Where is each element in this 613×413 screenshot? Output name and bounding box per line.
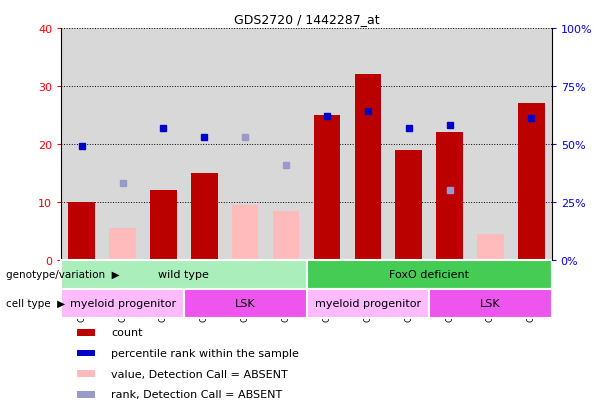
Bar	[61, 29, 102, 260]
Text: FoxO deficient: FoxO deficient	[389, 270, 469, 280]
Bar	[388, 29, 429, 260]
Text: LSK: LSK	[480, 299, 501, 309]
Bar	[77, 391, 95, 398]
Bar	[306, 260, 552, 289]
Bar	[77, 350, 95, 356]
Bar	[225, 29, 265, 260]
Bar	[143, 29, 184, 260]
Bar	[69, 202, 95, 260]
Bar	[150, 191, 177, 260]
Bar	[436, 133, 463, 260]
Text: wild type: wild type	[159, 270, 209, 280]
Text: count: count	[111, 328, 143, 337]
Bar	[395, 150, 422, 260]
Bar	[102, 29, 143, 260]
Text: value, Detection Call = ABSENT: value, Detection Call = ABSENT	[111, 369, 288, 379]
Text: genotype/variation  ▶: genotype/variation ▶	[6, 270, 120, 280]
Bar	[109, 228, 136, 260]
Bar	[184, 29, 225, 260]
Bar	[429, 289, 552, 318]
Bar	[273, 211, 299, 260]
Bar	[314, 116, 340, 260]
Bar	[77, 329, 95, 336]
Bar	[77, 370, 95, 377]
Bar	[306, 29, 348, 260]
Text: cell type  ▶: cell type ▶	[6, 299, 65, 309]
Bar	[470, 29, 511, 260]
Bar	[191, 173, 218, 260]
Bar	[429, 29, 470, 260]
Bar	[265, 29, 306, 260]
Bar	[354, 75, 381, 260]
Text: LSK: LSK	[235, 299, 256, 309]
Text: rank, Detection Call = ABSENT: rank, Detection Call = ABSENT	[111, 389, 283, 399]
Bar	[232, 205, 259, 260]
Bar	[61, 289, 184, 318]
Title: GDS2720 / 1442287_at: GDS2720 / 1442287_at	[234, 13, 379, 26]
Bar	[61, 260, 306, 289]
Text: myeloid progenitor: myeloid progenitor	[314, 299, 421, 309]
Bar	[518, 104, 544, 260]
Bar	[511, 29, 552, 260]
Bar	[348, 29, 388, 260]
Text: percentile rank within the sample: percentile rank within the sample	[111, 348, 299, 358]
Text: myeloid progenitor: myeloid progenitor	[69, 299, 176, 309]
Bar	[477, 234, 504, 260]
Bar	[306, 289, 429, 318]
Bar	[184, 289, 306, 318]
